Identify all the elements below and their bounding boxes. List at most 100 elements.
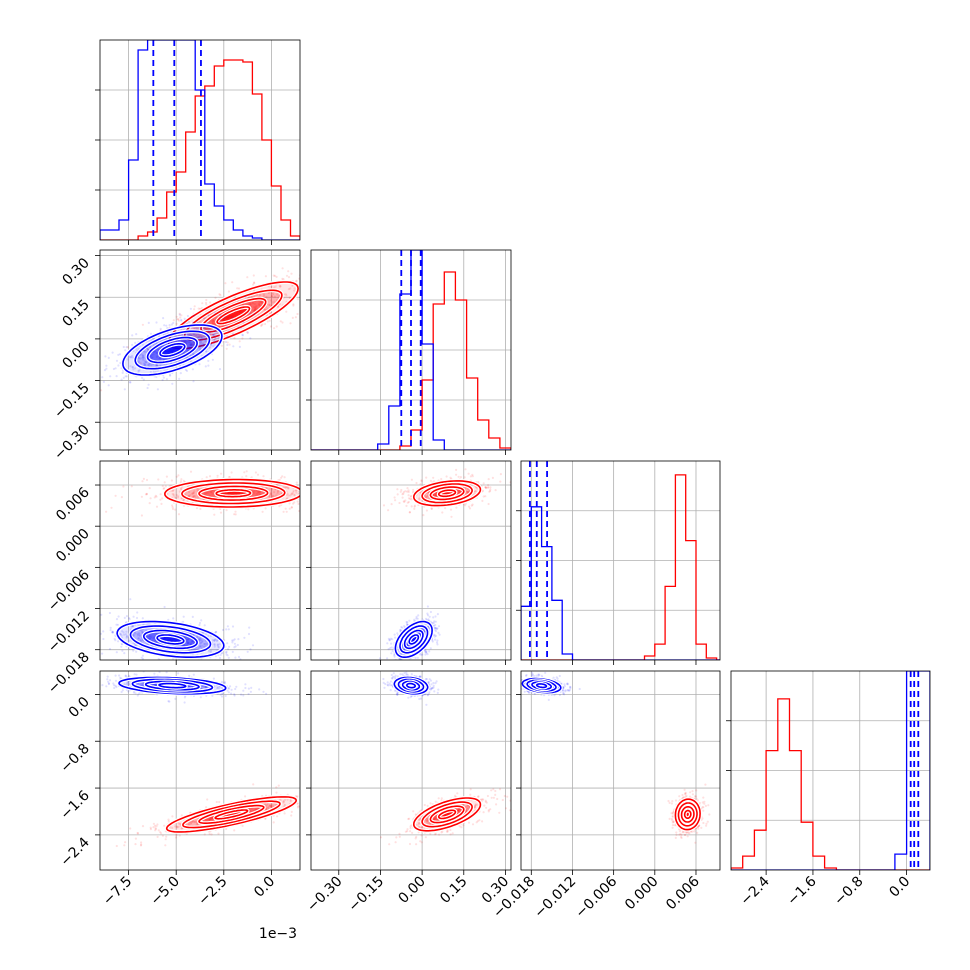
sample-point [146,479,148,481]
sample-point [464,476,466,478]
sample-point [296,313,298,315]
sample-point [455,469,457,471]
sample-point [157,388,159,390]
sample-point [196,507,198,509]
sample-point [275,786,277,788]
sample-point [212,359,214,361]
sample-point [155,321,157,323]
sample-point [313,494,315,496]
sample-point [485,487,487,489]
sample-point [204,833,206,835]
sample-point [308,275,310,277]
sample-point [455,507,457,509]
sample-point [102,638,104,640]
sample-point [483,482,485,484]
corner-plot: −7.5 −5.0 −2.5 0.0 −0.30 −0.15 0.00 0.15 0.30−0.… [0,0,970,970]
sample-point [472,475,474,477]
sample-point [292,303,294,305]
sample-point [150,828,152,830]
sample-point [162,317,164,319]
sample-point [369,487,371,489]
sample-point [300,277,302,279]
sample-point [439,634,441,636]
sample-point [246,276,248,278]
sample-point [407,502,409,504]
sample-point [292,317,294,319]
sample-point [305,488,307,490]
sample-point [499,481,501,483]
sample-point [162,379,164,381]
sample-point [124,388,126,390]
sample-point [406,623,408,625]
sample-point [316,493,318,495]
sample-point [303,281,305,283]
sample-point [410,495,412,497]
sample-point [408,620,410,622]
sample-point [128,648,130,650]
sample-point [242,334,244,336]
sample-point [217,475,219,477]
sample-point [225,341,227,343]
sample-point [400,626,402,628]
sample-point [214,312,216,314]
sample-point [427,614,429,616]
sample-point [291,811,293,813]
sample-point [142,324,144,326]
sample-point [304,271,306,273]
sample-point [184,318,186,320]
sample-point [308,497,310,499]
sample-point [468,473,470,475]
sample-point [252,644,254,646]
sample-point [401,493,403,495]
sample-point [123,377,125,379]
sample-point [142,655,144,657]
sample-point [430,611,432,613]
sample-point [244,296,246,298]
sample-point [398,661,400,663]
sample-point [231,316,233,318]
panel-0-0 [95,40,300,245]
sample-point [248,627,250,629]
sample-point [321,495,323,497]
sample-point [387,668,389,670]
sample-point [160,493,162,495]
sample-point [124,617,126,619]
sample-point [124,349,126,351]
sample-point [234,657,236,659]
sample-point [412,489,414,491]
sample-point [149,487,151,489]
sample-point [108,384,110,386]
sample-point [303,492,305,494]
sample-point [302,488,304,490]
sample-point [126,346,128,348]
sample-point [239,346,241,348]
sample-point [400,661,402,663]
sample-point [219,319,221,321]
histogram-red [100,60,300,240]
sample-point [303,790,305,792]
sample-point [183,480,185,482]
sample-point [305,493,307,495]
sample-point [217,661,219,663]
sample-point [110,507,112,509]
sample-point [269,320,271,322]
sample-point [487,486,489,488]
sample-point [188,321,190,323]
sample-point [367,503,369,505]
sample-point [488,478,490,480]
sample-point [231,471,233,473]
sample-point [96,355,98,357]
sample-point [122,485,124,487]
sample-point [102,630,104,632]
sample-point [327,493,329,495]
sample-point [110,629,112,631]
sample-point [227,625,229,627]
sample-point [284,476,286,478]
sample-point [227,648,229,650]
sample-point [250,661,252,663]
sample-point [179,834,181,836]
sample-point [464,468,466,470]
sample-point [422,514,424,516]
sample-point [231,641,233,643]
sample-point [306,497,308,499]
